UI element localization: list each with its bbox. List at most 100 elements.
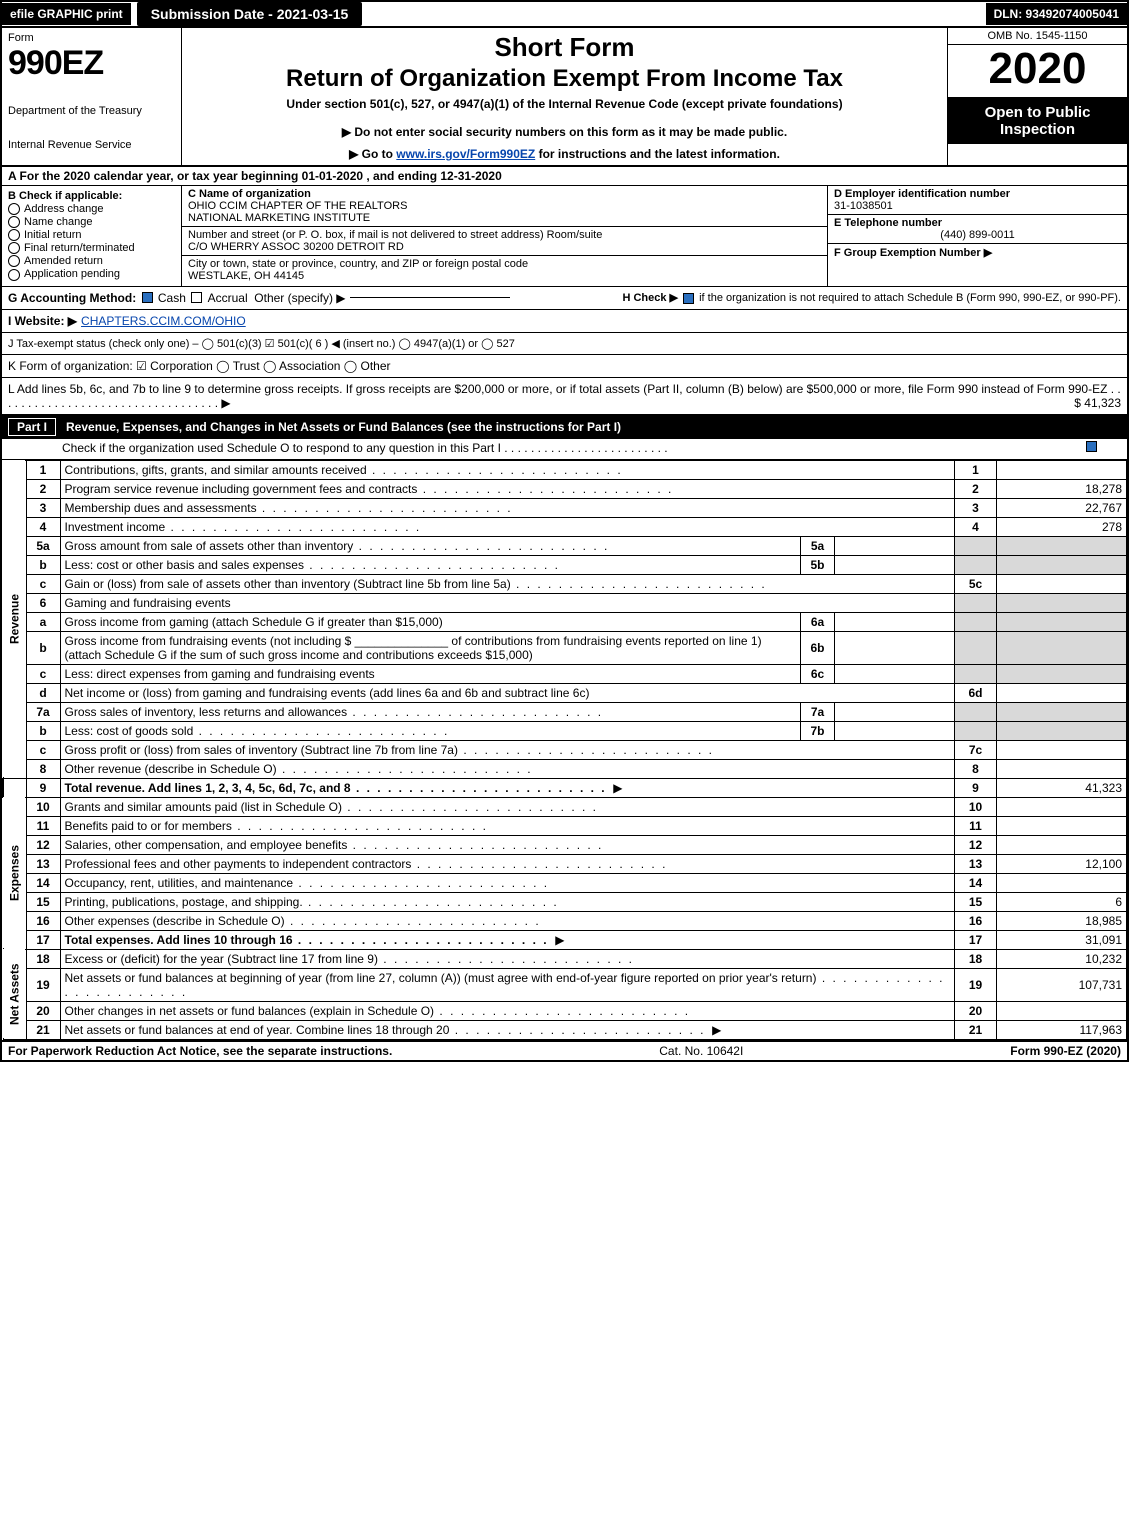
g-label: G Accounting Method:: [8, 291, 136, 305]
footer-mid: Cat. No. 10642I: [659, 1044, 743, 1058]
l19-num: 19: [26, 968, 60, 1001]
city-row: City or town, state or province, country…: [182, 256, 827, 284]
l2-num: 2: [26, 479, 60, 498]
form-word: Form: [8, 32, 175, 44]
l12-r: 12: [955, 835, 997, 854]
ck-accrual[interactable]: [191, 292, 202, 303]
dln-label: DLN: 93492074005041: [986, 3, 1127, 25]
part1-header: Part I Revenue, Expenses, and Changes in…: [2, 415, 1127, 439]
addr-value: C/O WHERRY ASSOC 30200 DETROIT RD: [188, 241, 404, 253]
row-i: I Website: ▶ CHAPTERS.CCIM.COM/OHIO: [2, 310, 1127, 333]
ck-schedule-o[interactable]: [1086, 441, 1097, 452]
l20-desc: Other changes in net assets or fund bala…: [65, 1004, 691, 1018]
l6b-inval: [835, 631, 955, 664]
l5c-val: [997, 574, 1127, 593]
l6a-in: 6a: [801, 612, 835, 631]
addr-row: Number and street (or P. O. box, if mail…: [182, 227, 827, 256]
l17-r: 17: [955, 930, 997, 949]
ck-schedule-b[interactable]: [683, 293, 694, 304]
l1-num: 1: [26, 460, 60, 479]
row-j: J Tax-exempt status (check only one) – ◯…: [2, 333, 1127, 355]
l20-val: [997, 1001, 1127, 1020]
no-ssn-note: ▶ Do not enter social security numbers o…: [190, 125, 939, 139]
l15-num: 15: [26, 892, 60, 911]
goto-post: for instructions and the latest informat…: [535, 147, 780, 161]
l17-val: 31,091: [997, 930, 1127, 949]
l1-r: 1: [955, 460, 997, 479]
c-label: C Name of organization: [188, 188, 311, 200]
l12-desc: Salaries, other compensation, and employ…: [65, 838, 604, 852]
l5c-desc: Gain or (loss) from sale of assets other…: [65, 577, 767, 591]
other-specify-line[interactable]: [350, 297, 510, 298]
l21-desc: Net assets or fund balances at end of ye…: [65, 1023, 706, 1037]
line-table: Revenue 1 Contributions, gifts, grants, …: [2, 460, 1127, 1040]
org-name-row: C Name of organization OHIO CCIM CHAPTER…: [182, 186, 827, 227]
l14-desc: Occupancy, rent, utilities, and maintena…: [65, 876, 550, 890]
part1-sub-text: Check if the organization used Schedule …: [62, 441, 668, 455]
l19-r: 19: [955, 968, 997, 1001]
l6d-desc: Net income or (loss) from gaming and fun…: [60, 683, 955, 702]
under-section: Under section 501(c), 527, or 4947(a)(1)…: [190, 97, 939, 111]
l2-desc: Program service revenue including govern…: [65, 482, 674, 496]
l18-num: 18: [26, 949, 60, 968]
l6c-val-gray: [997, 664, 1127, 683]
l14-r: 14: [955, 873, 997, 892]
l5b-num: b: [26, 555, 60, 574]
ein-label: D Employer identification number: [834, 188, 1010, 200]
l10-r: 10: [955, 797, 997, 816]
l5a-in: 5a: [801, 536, 835, 555]
h-block: H Check ▶ if the organization is not req…: [622, 291, 1121, 304]
l13-r: 13: [955, 854, 997, 873]
l18-r: 18: [955, 949, 997, 968]
l10-desc: Grants and similar amounts paid (list in…: [65, 800, 598, 814]
part1-title: Revenue, Expenses, and Changes in Net As…: [66, 420, 621, 434]
ck-initial-return[interactable]: Initial return: [8, 229, 175, 241]
ck-name-change[interactable]: Name change: [8, 216, 175, 228]
accrual-label: Accrual: [208, 291, 248, 305]
ck-amended-return[interactable]: Amended return: [8, 255, 175, 267]
l6c-num: c: [26, 664, 60, 683]
tel-value: (440) 899-0011: [834, 229, 1121, 241]
l20-r: 20: [955, 1001, 997, 1020]
row-g-h: G Accounting Method: Cash Accrual Other …: [2, 287, 1127, 310]
l17-desc: Total expenses. Add lines 10 through 16: [65, 933, 549, 947]
l11-r: 11: [955, 816, 997, 835]
row-l: L Add lines 5b, 6c, and 7b to line 9 to …: [2, 378, 1127, 415]
l5a-val-gray: [997, 536, 1127, 555]
l6-desc: Gaming and fundraising events: [60, 593, 955, 612]
website-link[interactable]: CHAPTERS.CCIM.COM/OHIO: [81, 314, 246, 328]
ck-address-change[interactable]: Address change: [8, 203, 175, 215]
irs-label: Internal Revenue Service: [8, 139, 175, 151]
ck-application-pending[interactable]: Application pending: [8, 268, 175, 280]
side-expenses: Expenses: [3, 797, 26, 949]
ck-cash[interactable]: [142, 292, 153, 303]
l5c-r: 5c: [955, 574, 997, 593]
l5b-val-gray: [997, 555, 1127, 574]
form-header: Form 990EZ Department of the Treasury In…: [2, 28, 1127, 167]
l11-val: [997, 816, 1127, 835]
l6b-val-gray: [997, 631, 1127, 664]
l16-val: 18,985: [997, 911, 1127, 930]
l8-r: 8: [955, 759, 997, 778]
irs-link[interactable]: www.irs.gov/Form990EZ: [396, 147, 535, 161]
l15-desc: Printing, publications, postage, and shi…: [65, 895, 559, 909]
l5b-inval: [835, 555, 955, 574]
omb-number: OMB No. 1545-1150: [948, 28, 1127, 45]
l6b-r-gray: [955, 631, 997, 664]
group-exemption-label: F Group Exemption Number ▶: [834, 247, 992, 259]
l4-r: 4: [955, 517, 997, 536]
l4-desc: Investment income: [65, 520, 422, 534]
l19-desc: Net assets or fund balances at beginning…: [65, 971, 945, 999]
i-label: I Website: ▶: [8, 314, 77, 328]
l5a-desc: Gross amount from sale of assets other t…: [65, 539, 610, 553]
ck-final-return[interactable]: Final return/terminated: [8, 242, 175, 254]
l7b-in: 7b: [801, 721, 835, 740]
group-exemption-row: F Group Exemption Number ▶: [828, 244, 1127, 261]
col-b: B Check if applicable: Address change Na…: [2, 186, 182, 286]
l6c-desc: Less: direct expenses from gaming and fu…: [60, 664, 801, 683]
org-name-1: OHIO CCIM CHAPTER OF THE REALTORS: [188, 200, 407, 212]
l16-r: 16: [955, 911, 997, 930]
l18-val: 10,232: [997, 949, 1127, 968]
h-text: if the organization is not required to a…: [699, 292, 1121, 304]
l7a-num: 7a: [26, 702, 60, 721]
